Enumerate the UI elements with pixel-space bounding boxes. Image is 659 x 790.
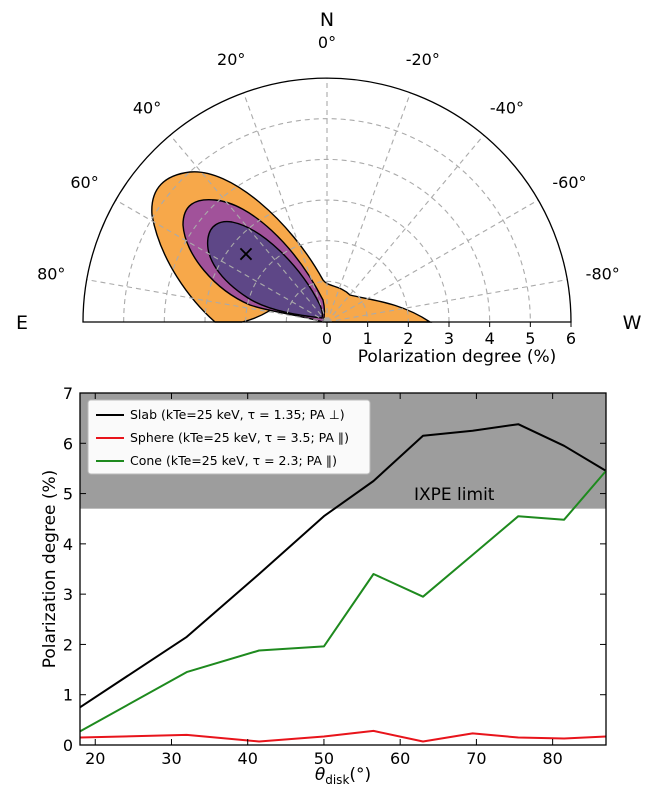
angle-tick-label: 20° (217, 50, 245, 69)
x-axis-label-main: θ (315, 765, 326, 785)
x-tick-label: 80 (542, 749, 562, 768)
y-tick-label: 3 (63, 585, 73, 604)
radial-tick-label: 6 (566, 329, 576, 348)
y-tick-label: 7 (63, 384, 73, 403)
angle-tick-label: 60° (70, 173, 98, 192)
y-tick-label: 6 (63, 434, 73, 453)
legend-box (87, 399, 371, 475)
plot-frame (79, 392, 607, 746)
y-tick-label: 2 (63, 635, 73, 654)
line-plot: IXPE limit 20 30 40 50 60 70 80 0 1 2 3 4 5 6 7 Polari… (40, 384, 607, 787)
x-tick-label: 60 (390, 749, 410, 768)
legend-label-slab: Slab (kTe=25 keV, τ = 1.35; PA ⊥) (130, 407, 345, 422)
series-cone-line (79, 470, 607, 733)
y-axis-label: Polarization degree (%) (40, 470, 60, 669)
series-sphere-line (79, 729, 607, 743)
angle-grid-line (169, 134, 328, 323)
radial-tick-label: 2 (403, 329, 413, 348)
confidence-contours (151, 171, 433, 323)
axis-ticks: 20 30 40 50 60 70 80 0 1 2 3 4 5 6 7 (63, 384, 606, 768)
legend-label-cone: Cone (kTe=25 keV, τ = 2.3; PA ∥) (130, 453, 337, 468)
y-tick-label: 4 (63, 535, 73, 554)
angle-tick-label: 40° (133, 99, 161, 118)
angle-grid-line (326, 199, 539, 323)
x-tick-label: 70 (466, 749, 486, 768)
angle-tick-label: -60° (552, 173, 586, 192)
legend: Slab (kTe=25 keV, τ = 1.35; PA ⊥) Sphere… (87, 399, 371, 475)
radial-tick-label: 4 (485, 329, 495, 348)
polar-frame (82, 77, 572, 323)
y-tick-label: 0 (63, 736, 73, 755)
polar-grid (86, 78, 568, 323)
x-tick-label: 50 (314, 749, 334, 768)
radial-tick-label: 1 (363, 329, 373, 348)
x-tick-label: 30 (161, 749, 181, 768)
radial-tick-label: 3 (444, 329, 454, 348)
x-tick-label: 40 (238, 749, 258, 768)
angle-grid-line (326, 279, 568, 323)
polar-xlabel: Polarization degree (%) (358, 347, 557, 367)
angle-grid-line (326, 134, 485, 323)
angle-tick-label: 0° (318, 33, 336, 52)
legend-label-sphere: Sphere (kTe=25 keV, τ = 3.5; PA ∥) (130, 430, 349, 445)
best-fit-marker: × (237, 242, 255, 267)
angle-tick-label: -20° (406, 50, 440, 69)
angle-tick-label: 80° (37, 264, 65, 283)
angle-grid-line (326, 92, 411, 323)
west-label: W (623, 312, 642, 334)
x-axis-label-tail: (°) (349, 765, 371, 785)
radial-tick-label: 5 (525, 329, 535, 348)
angle-tick-label: -40° (490, 99, 524, 118)
angle-grid-line (115, 199, 328, 323)
x-axis-label: θdisk(°) (315, 765, 371, 787)
polar-labels: 80° 60° 40° 20° 0° -20° -40° -60° -80° 0 1 2 3 4 5 6 (37, 33, 620, 348)
radial-grid-circle (123, 118, 531, 323)
north-label: N (320, 9, 334, 31)
radial-tick-label: 0 (322, 329, 332, 348)
series-lines (79, 423, 607, 743)
x-axis-label-sub: disk (325, 773, 349, 787)
polar-plot: 80°60°40°20°0°-20°-40°-60°-80°0 1 2 3 4 5 6 × … (16, 9, 642, 367)
east-label: E (16, 312, 28, 334)
best-fit-marker-glyph: × (237, 242, 255, 267)
y-tick-label: 5 (63, 485, 73, 504)
x-tick-label: 20 (85, 749, 105, 768)
series-slab-line (79, 423, 607, 709)
angle-tick-label: -80° (586, 264, 620, 283)
ixpe-limit-label: IXPE limit (414, 485, 495, 505)
angle-grid-line (243, 92, 328, 323)
y-tick-label: 1 (63, 686, 73, 705)
angle-grid-line (86, 279, 328, 323)
